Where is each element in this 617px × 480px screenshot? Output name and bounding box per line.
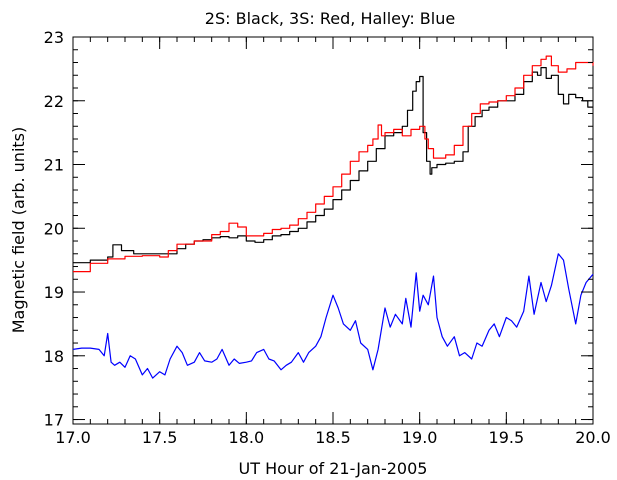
y-tick-label: 17: [44, 411, 64, 430]
y-tick-label: 20: [44, 219, 64, 238]
series-line-black: [73, 67, 593, 264]
series-line-blue: [72, 253, 594, 379]
series-layer: [72, 55, 594, 379]
tick-layer: 17.0 17.5 18.0 18.5 19.0 19.5 20.0 17 18 19 20 21 22…: [44, 28, 611, 447]
x-tick-label: 18.0: [229, 428, 265, 447]
x-axis-label: UT Hour of 21-Jan-2005: [239, 459, 428, 478]
x-tick-label: 20.0: [575, 428, 611, 447]
x-tick-label: 17.0: [55, 428, 91, 447]
y-tick-label: 23: [44, 28, 64, 47]
chart-title: 2S: Black, 3S: Red, Halley: Blue: [205, 9, 455, 28]
series-line-red: [73, 55, 594, 273]
y-tick-label: 21: [44, 156, 64, 175]
y-tick-label: 18: [44, 347, 64, 366]
y-tick-label: 19: [44, 283, 64, 302]
y-tick-label: 22: [44, 92, 64, 111]
x-tick-label: 17.5: [142, 428, 178, 447]
y-axis-label: Magnetic field (arb. units): [9, 127, 28, 334]
x-tick-label: 18.5: [315, 428, 351, 447]
x-tick-label: 19.5: [489, 428, 525, 447]
x-tick-label: 19.0: [402, 428, 438, 447]
